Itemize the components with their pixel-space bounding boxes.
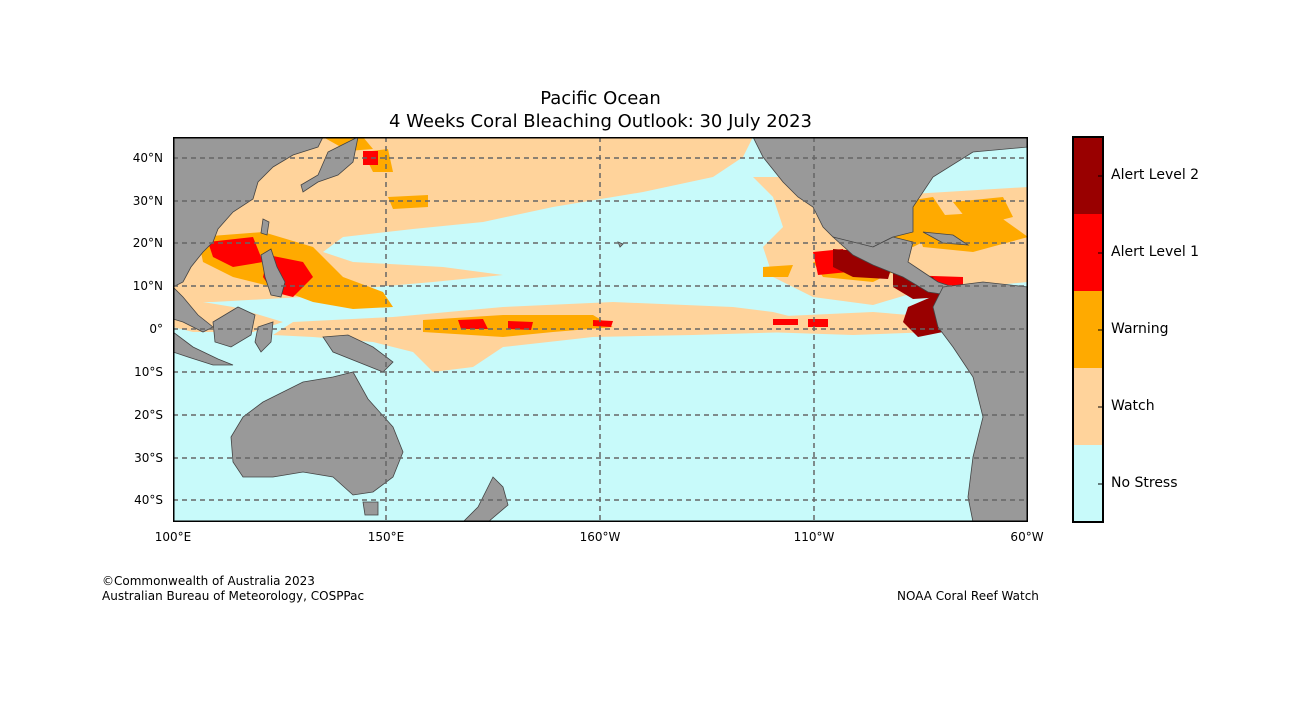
legend-label-warning: Warning: [1111, 321, 1169, 337]
map-frame: [173, 137, 1028, 522]
lat-label: 0°: [149, 322, 163, 336]
lat-label: 20°S: [134, 408, 163, 422]
landmass-borneo: [212, 306, 256, 348]
graticule: [173, 137, 1028, 522]
legend-label-no-stress: No Stress: [1111, 475, 1178, 491]
lat-label: 10°S: [134, 365, 163, 379]
landmass-japan: [300, 137, 359, 193]
lat-label: 10°N: [132, 279, 163, 293]
map-title: Pacific Ocean: [540, 88, 661, 109]
lon-label: 150°E: [367, 530, 405, 544]
landmass-hawaii: [617, 241, 624, 248]
legend-colorbar: [1072, 136, 1104, 523]
landmass-south-america: [932, 281, 1028, 522]
lon-label: 100°E: [154, 530, 192, 544]
credit-bureau: Australian Bureau of Meteorology, COSPPa…: [102, 589, 365, 603]
landmass-sulawesi: [254, 321, 274, 353]
legend-label-watch: Watch: [1111, 398, 1155, 414]
landmass-new-guinea: [322, 334, 394, 373]
landmass-philippines: [260, 248, 286, 298]
landmass-indochina: [173, 286, 214, 333]
map-subtitle: 4 Weeks Coral Bleaching Outlook: 30 July…: [388, 111, 813, 132]
landmass-cuba: [922, 231, 970, 246]
landmass-taiwan: [260, 218, 270, 236]
lat-label: 40°S: [134, 493, 163, 507]
legend-label-alert-level-2: Alert Level 2: [1111, 167, 1200, 183]
outlook-map: [173, 137, 1028, 522]
land-masses: [173, 137, 1028, 522]
lon-label: 110°W: [793, 530, 835, 544]
landmass-central-america: [832, 236, 954, 296]
landmass-tasmania: [362, 501, 379, 516]
landmass-new-zealand: [462, 476, 509, 522]
landmass-australia: [230, 371, 404, 496]
lon-label: 60°W: [1010, 530, 1044, 544]
landmass-east-asia: [173, 137, 324, 288]
legend-label-alert-level-1: Alert Level 1: [1111, 244, 1200, 260]
credit-noaa: NOAA Coral Reef Watch: [897, 589, 1039, 603]
landmass-sumatra-java: [173, 331, 234, 366]
lat-label: 30°N: [132, 194, 163, 208]
lat-label: 20°N: [132, 236, 163, 250]
credit-copyright: ©Commonwealth of Australia 2023: [102, 574, 315, 588]
lat-label: 40°N: [132, 151, 163, 165]
lat-label: 30°S: [134, 451, 163, 465]
lon-label: 160°W: [579, 530, 621, 544]
